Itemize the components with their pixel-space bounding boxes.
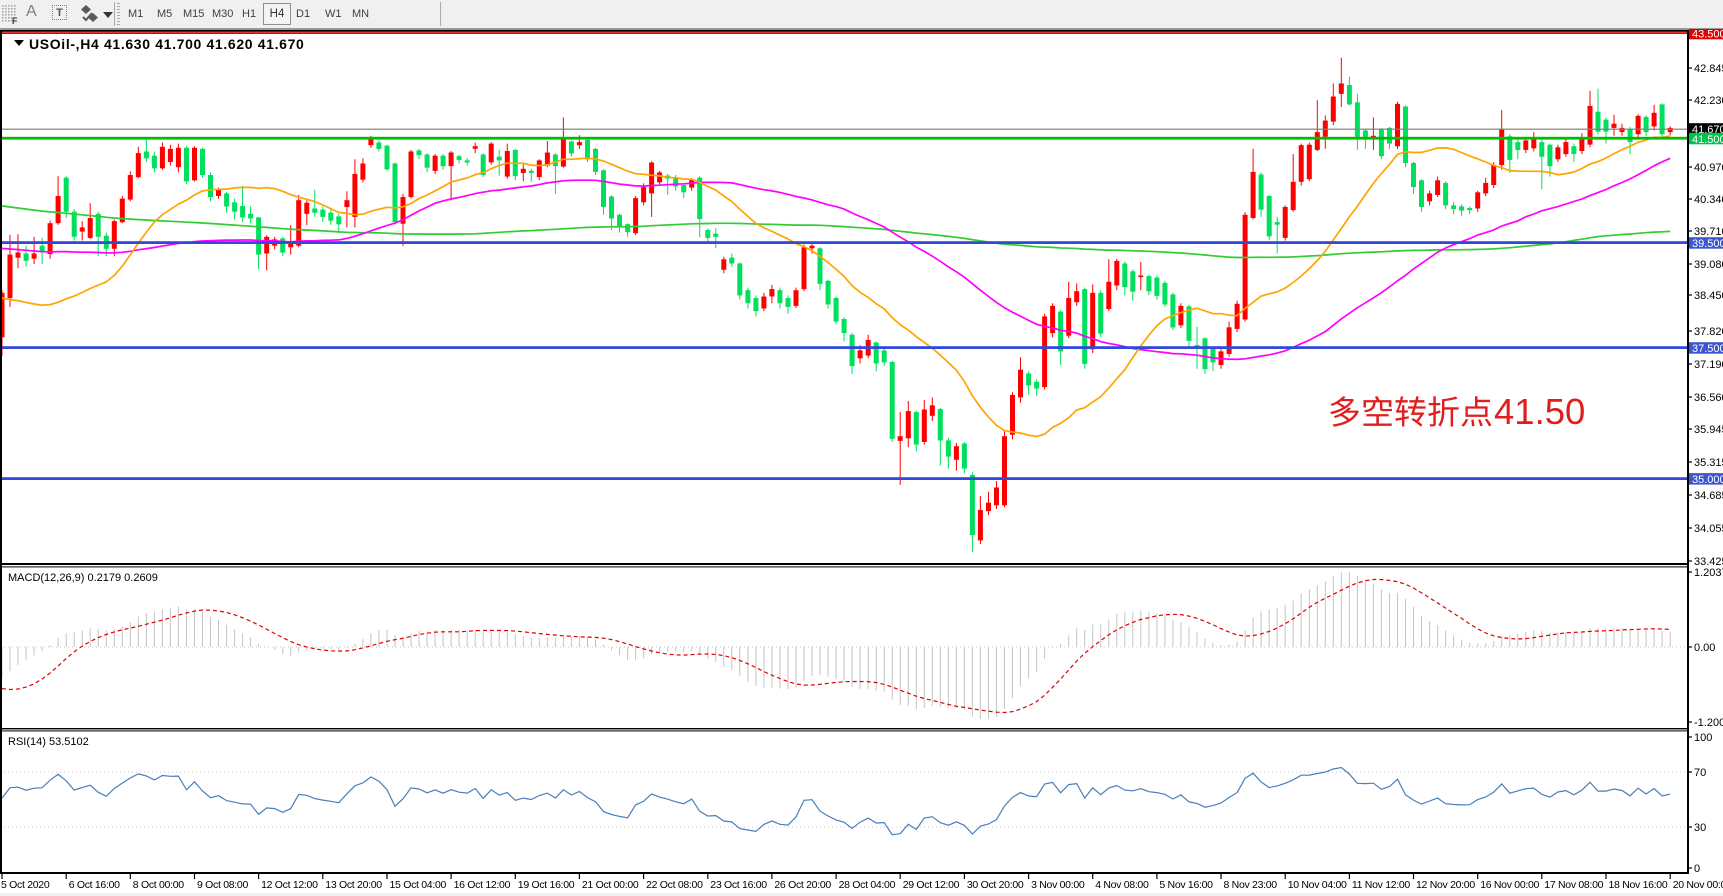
- svg-text:29 Oct 12:00: 29 Oct 12:00: [903, 879, 960, 891]
- svg-text:28 Oct 04:00: 28 Oct 04:00: [839, 879, 896, 891]
- svg-text:-1.2008: -1.2008: [1694, 717, 1723, 729]
- svg-text:34.685: 34.685: [1694, 490, 1723, 502]
- svg-text:42.230: 42.230: [1694, 95, 1723, 107]
- svg-text:35.000: 35.000: [1692, 474, 1723, 486]
- svg-text:16 Nov 00:00: 16 Nov 00:00: [1480, 879, 1539, 891]
- svg-text:40.970: 40.970: [1694, 162, 1723, 174]
- svg-text:100: 100: [1694, 732, 1712, 744]
- svg-text:8 Nov 23:00: 8 Nov 23:00: [1224, 879, 1278, 891]
- svg-text:39.080: 39.080: [1694, 259, 1723, 271]
- svg-text:USOil-,H4 41.630 41.700 41.: USOil-,H4 41.630 41.700 41.620 41.670: [29, 36, 304, 52]
- svg-text:21 Oct 00:00: 21 Oct 00:00: [582, 879, 639, 891]
- svg-text:30 Oct 20:00: 30 Oct 20:00: [967, 879, 1024, 891]
- svg-text:3 Nov 00:00: 3 Nov 00:00: [1031, 879, 1085, 891]
- svg-text:38.450: 38.450: [1694, 290, 1723, 302]
- svg-text:33.425: 33.425: [1694, 556, 1723, 568]
- svg-text:36.560: 36.560: [1694, 392, 1723, 404]
- svg-text:6 Oct 16:00: 6 Oct 16:00: [69, 879, 120, 891]
- svg-text:35.315: 35.315: [1694, 457, 1723, 469]
- svg-text:30: 30: [1694, 822, 1706, 834]
- svg-text:35.945: 35.945: [1694, 424, 1723, 436]
- svg-text:F: F: [12, 16, 18, 26]
- svg-text:8 Oct 00:00: 8 Oct 00:00: [133, 879, 184, 891]
- svg-text:11 Nov 12:00: 11 Nov 12:00: [1352, 879, 1411, 891]
- svg-text:37.500: 37.500: [1692, 343, 1723, 355]
- svg-text:43.500: 43.500: [1692, 29, 1723, 41]
- svg-text:20 Nov 00:00: 20 Nov 00:00: [1673, 879, 1723, 891]
- svg-text:0.00: 0.00: [1694, 642, 1715, 654]
- svg-text:5 Oct 2020: 5 Oct 2020: [1, 879, 50, 891]
- svg-text:RSI(14) 53.5102: RSI(14) 53.5102: [8, 736, 89, 748]
- svg-text:39.710: 39.710: [1694, 226, 1723, 238]
- svg-text:37.820: 37.820: [1694, 326, 1723, 338]
- svg-text:15 Oct 04:00: 15 Oct 04:00: [390, 879, 447, 891]
- svg-text:39.500: 39.500: [1692, 238, 1723, 250]
- svg-text:1.2037: 1.2037: [1694, 567, 1723, 579]
- svg-text:16 Oct 12:00: 16 Oct 12:00: [454, 879, 511, 891]
- svg-text:23 Oct 16:00: 23 Oct 16:00: [710, 879, 767, 891]
- svg-text:17 Nov 08:00: 17 Nov 08:00: [1544, 879, 1603, 891]
- svg-text:10 Nov 04:00: 10 Nov 04:00: [1288, 879, 1347, 891]
- svg-text:4 Nov 08:00: 4 Nov 08:00: [1095, 879, 1149, 891]
- svg-text:18 Nov 16:00: 18 Nov 16:00: [1609, 879, 1668, 891]
- svg-text:41.50: 41.50: [1494, 391, 1585, 432]
- svg-text:MACD(12,26,9) 0.2179 0.2609: MACD(12,26,9) 0.2179 0.2609: [8, 572, 158, 584]
- svg-text:26 Oct 20:00: 26 Oct 20:00: [774, 879, 831, 891]
- svg-text:22 Oct 08:00: 22 Oct 08:00: [646, 879, 703, 891]
- svg-text:12 Nov 20:00: 12 Nov 20:00: [1416, 879, 1475, 891]
- svg-text:41.500: 41.500: [1692, 134, 1723, 146]
- svg-text:37.190: 37.190: [1694, 359, 1723, 371]
- svg-text:12 Oct 12:00: 12 Oct 12:00: [261, 879, 318, 891]
- svg-text:13 Oct 20:00: 13 Oct 20:00: [325, 879, 382, 891]
- svg-text:9 Oct 08:00: 9 Oct 08:00: [197, 879, 248, 891]
- svg-text:19 Oct 16:00: 19 Oct 16:00: [518, 879, 575, 891]
- svg-text:0: 0: [1694, 863, 1700, 875]
- svg-text:42.845: 42.845: [1694, 63, 1723, 75]
- svg-text:70: 70: [1694, 767, 1706, 779]
- svg-text:40.340: 40.340: [1694, 194, 1723, 206]
- svg-text:5 Nov 16:00: 5 Nov 16:00: [1159, 879, 1213, 891]
- svg-text:34.055: 34.055: [1694, 523, 1723, 535]
